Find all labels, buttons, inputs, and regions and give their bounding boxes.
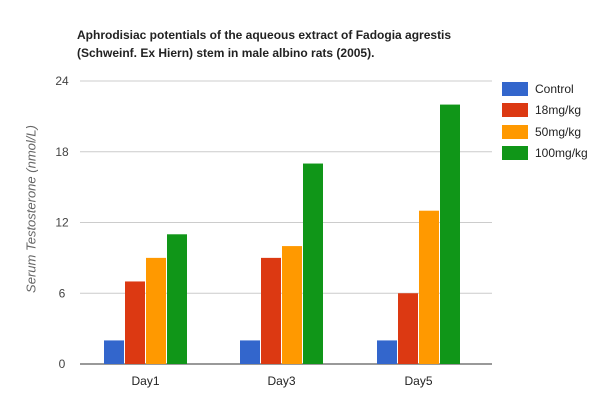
legend-item-100mg: 100mg/kg <box>502 143 588 165</box>
x-tick-label: Day5 <box>404 374 432 388</box>
legend: Control 18mg/kg 50mg/kg 100mg/kg <box>502 78 588 164</box>
bar-50mg-kg-day1 <box>146 257 166 364</box>
chart-title: Aphrodisiac potentials of the aqueous ex… <box>77 28 452 60</box>
bars <box>104 104 460 364</box>
y-tick-label: 18 <box>55 145 69 159</box>
y-tick-label: 0 <box>59 357 66 371</box>
x-axis-labels: Day1 Day3 Day5 <box>131 374 432 388</box>
legend-item-18mg: 18mg/kg <box>502 100 588 122</box>
bar-control-day5 <box>377 340 397 364</box>
legend-item-control: Control <box>502 78 588 100</box>
bar-100mg-kg-day5 <box>440 104 460 364</box>
legend-label: 18mg/kg <box>535 103 582 118</box>
y-tick-label: 12 <box>55 216 69 230</box>
legend-swatch <box>502 146 528 161</box>
legend-swatch <box>502 103 528 118</box>
legend-label: 50mg/kg <box>535 124 582 139</box>
bar-18mg-kg-day1 <box>125 281 145 364</box>
bar-control-day1 <box>104 340 124 364</box>
bar-50mg-kg-day5 <box>419 210 439 364</box>
legend-label: Control <box>535 81 574 96</box>
y-axis-ticks: 0 6 12 18 24 <box>55 74 69 371</box>
bar-18mg-kg-day3 <box>261 257 281 364</box>
x-tick-label: Day3 <box>267 374 295 388</box>
bar-100mg-kg-day1 <box>167 234 187 364</box>
bar-100mg-kg-day3 <box>303 163 323 364</box>
y-tick-label: 24 <box>55 74 69 88</box>
legend-item-50mg: 50mg/kg <box>502 121 588 143</box>
bar-50mg-kg-day3 <box>282 246 302 364</box>
x-tick-label: Day1 <box>131 374 159 388</box>
y-tick-label: 6 <box>59 286 66 300</box>
bar-control-day3 <box>240 340 260 364</box>
legend-swatch <box>502 124 528 139</box>
bar-18mg-kg-day5 <box>398 293 418 364</box>
legend-label: 100mg/kg <box>535 146 588 161</box>
legend-swatch <box>502 81 528 96</box>
